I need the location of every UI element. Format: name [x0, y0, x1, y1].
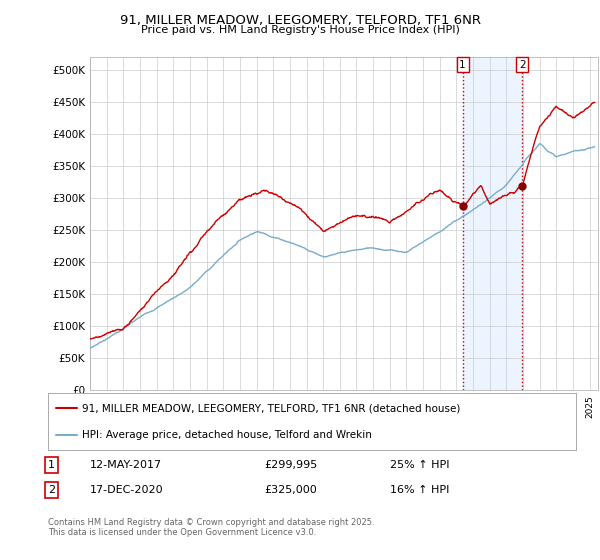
Text: £325,000: £325,000: [264, 485, 317, 495]
Text: HPI: Average price, detached house, Telford and Wrekin: HPI: Average price, detached house, Telf…: [82, 430, 372, 440]
Text: 91, MILLER MEADOW, LEEGOMERY, TELFORD, TF1 6NR (detached house): 91, MILLER MEADOW, LEEGOMERY, TELFORD, T…: [82, 403, 461, 413]
Text: 16% ↑ HPI: 16% ↑ HPI: [390, 485, 449, 495]
Text: Contains HM Land Registry data © Crown copyright and database right 2025.
This d: Contains HM Land Registry data © Crown c…: [48, 518, 374, 538]
Text: £299,995: £299,995: [264, 460, 317, 470]
Text: 91, MILLER MEADOW, LEEGOMERY, TELFORD, TF1 6NR: 91, MILLER MEADOW, LEEGOMERY, TELFORD, T…: [119, 14, 481, 27]
Text: 1: 1: [48, 460, 55, 470]
Bar: [463, 57, 523, 390]
Text: 12-MAY-2017: 12-MAY-2017: [90, 460, 162, 470]
Text: 1: 1: [459, 60, 466, 69]
Text: 25% ↑ HPI: 25% ↑ HPI: [390, 460, 449, 470]
Text: 2: 2: [519, 60, 526, 69]
Text: 17-DEC-2020: 17-DEC-2020: [90, 485, 164, 495]
Text: 2: 2: [48, 485, 55, 495]
Text: Price paid vs. HM Land Registry's House Price Index (HPI): Price paid vs. HM Land Registry's House …: [140, 25, 460, 35]
